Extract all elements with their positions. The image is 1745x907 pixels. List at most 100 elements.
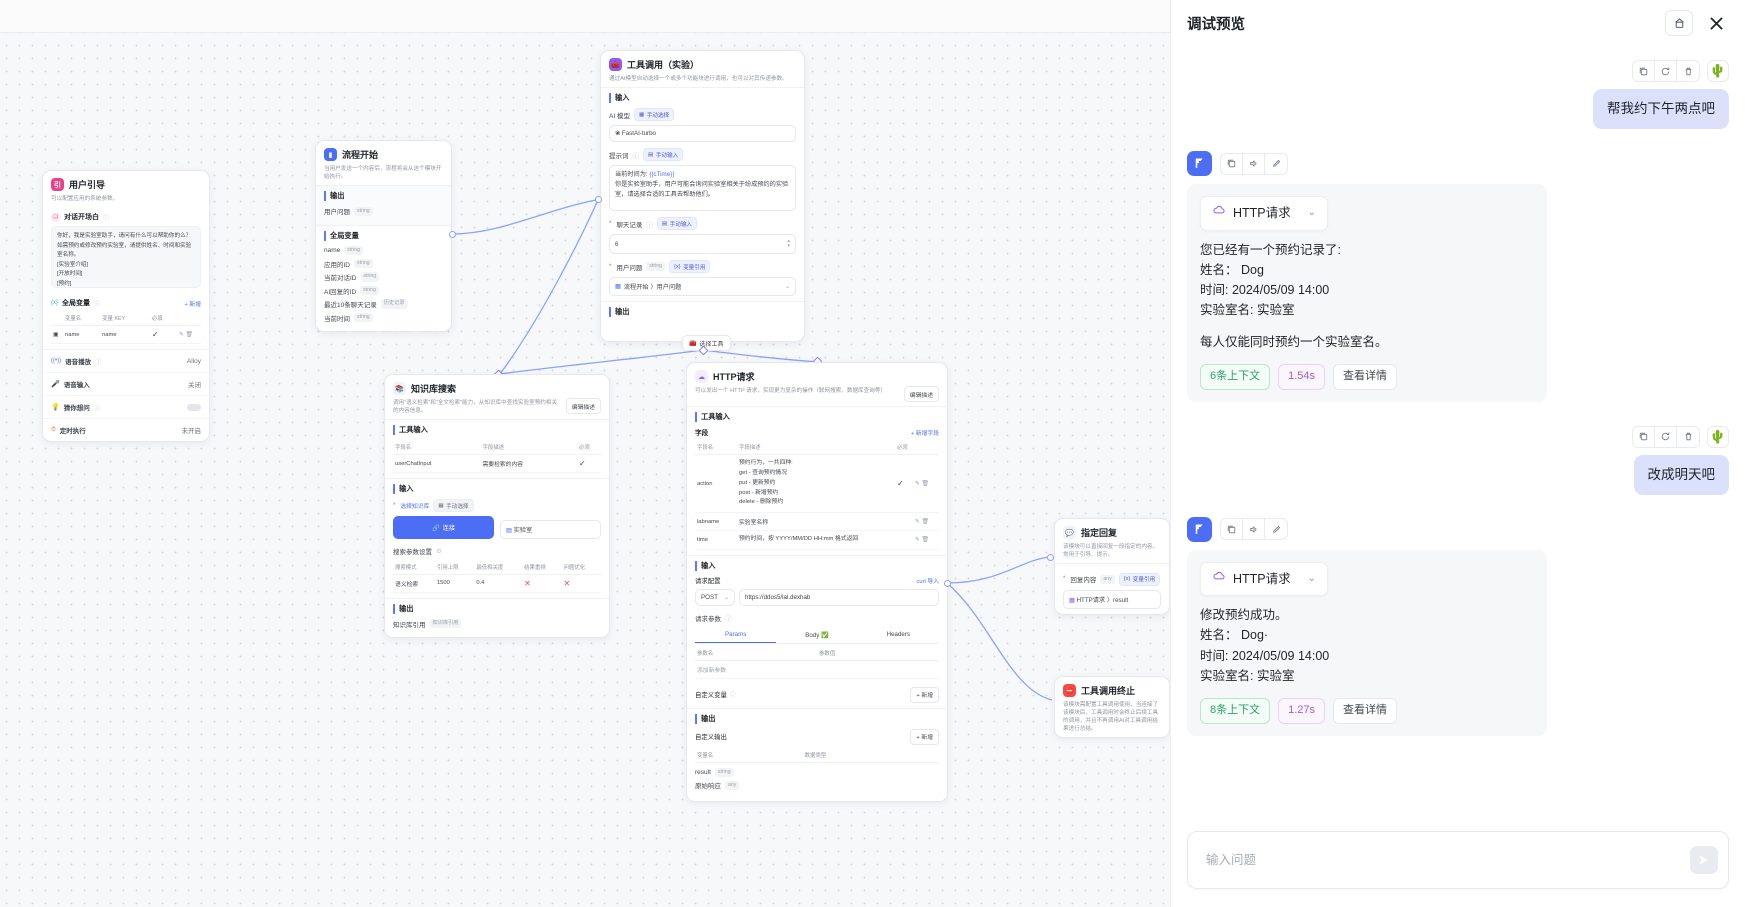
help-icon[interactable]: ⓘ xyxy=(103,215,110,222)
toggle-switch[interactable] xyxy=(187,403,201,411)
view-detail-button[interactable]: 查看详情 xyxy=(1333,363,1398,390)
workflow-canvas[interactable]: 引 用户引导 可以配置应用的系统参数。 ❏ 对话开场白 ⓘ 你好，我是实验室助手… xyxy=(0,0,1170,907)
history-stepper[interactable]: 6 ▴ ▾ xyxy=(609,234,796,255)
question-variable-select[interactable]: ▦ 流程开始 〉用户问题 ⌄ xyxy=(609,277,796,297)
kb-mode-badge[interactable]: ▦ 手动选择 xyxy=(433,499,474,513)
tab-body[interactable]: Body ✅ xyxy=(776,627,857,643)
add-custom-output-button[interactable]: + 新增 xyxy=(910,728,939,745)
table-row[interactable]: 添加新参数 xyxy=(695,660,939,679)
connect-button[interactable]: 🔗 连接 xyxy=(393,516,494,540)
copy-icon[interactable] xyxy=(1633,61,1655,81)
node-tool-abort[interactable]: ⛔ 工具调用终止 该模块需配置工具调用使用，当连接了该模块后，工具调用时会终止后… xyxy=(1054,676,1170,739)
question-mode-badge[interactable]: {x} 变量引用 xyxy=(669,260,711,274)
content-value-field[interactable]: ▦ HTTP请求 〉result xyxy=(1063,589,1161,609)
close-icon[interactable] xyxy=(1703,10,1729,36)
tab-params[interactable]: Params xyxy=(695,627,777,643)
node-flow-start[interactable]: ▮ 流程开始 当用户发送一个内容后，流程将会从这个模块开始执行。 输出 用户问题… xyxy=(315,140,452,332)
table-row[interactable]: ▣ name name ✓ ✎ 🗑 xyxy=(51,325,201,345)
composer-box[interactable] xyxy=(1187,831,1729,889)
node-http-request[interactable]: ☁ HTTP请求 可以发出一个 HTTP 请求，实现更为复杂的操作（联网搜索、数… xyxy=(686,362,948,802)
delete-icon[interactable] xyxy=(1677,61,1699,81)
speaker-icon[interactable] xyxy=(1243,519,1265,540)
opening-label: 对话开场白 xyxy=(64,214,99,222)
curl-import-button[interactable]: curl 导入 xyxy=(916,579,939,586)
edit-description-button[interactable]: 编辑描述 xyxy=(565,398,601,414)
restore-icon[interactable] xyxy=(1665,10,1693,36)
setting-guess-question[interactable]: 💡 猜你想问 ⓘ xyxy=(43,396,209,420)
prompt-mode-badge[interactable]: ▤ 手动输入 xyxy=(643,148,684,162)
refresh-icon[interactable] xyxy=(1655,426,1677,447)
prompt-textarea[interactable]: 当前时间为: {{cTime}} 你是实验室助手，用户可能会询问实验室相关于纷成… xyxy=(609,165,796,212)
copy-icon[interactable] xyxy=(1221,153,1243,174)
tool-chip-http[interactable]: HTTP请求 ⌄ xyxy=(1200,196,1329,231)
node-tool-call[interactable]: 🧰 工具调用（实验） 通过AI模型自动选择一个或多个功能块进行调用，也可以对其传… xyxy=(600,50,805,343)
row-actions[interactable]: ✎ 🗑 xyxy=(913,454,939,514)
params-row[interactable]: 搜索参数设置 ⚙ xyxy=(393,546,601,556)
send-button[interactable] xyxy=(1690,846,1718,874)
history-mode-badge[interactable]: ▤ 手动输入 xyxy=(656,217,698,231)
output-section: 输出 xyxy=(601,301,804,327)
help-icon[interactable]: ⓘ xyxy=(646,221,653,229)
chevron-down-icon[interactable]: ⌄ xyxy=(1307,207,1317,219)
setting-voice-input[interactable]: 🎤 语音输入 关闭 xyxy=(43,373,209,397)
add-custom-var-button[interactable]: + 新增 xyxy=(910,686,939,703)
model-select[interactable]: ❀ FastAI-turbo xyxy=(609,125,796,143)
output-type: 知识库引用 xyxy=(429,619,462,629)
col-rerank: 结果重排 xyxy=(522,559,562,575)
settings-icon[interactable]: ⚙ xyxy=(436,548,442,556)
add-param-row[interactable]: 添加新参数 xyxy=(695,660,939,679)
view-detail-button[interactable]: 查看详情 xyxy=(1333,698,1398,724)
speaker-icon[interactable] xyxy=(1243,153,1265,174)
avatar: 🌵 xyxy=(1707,60,1729,82)
cell-limit: 1500 xyxy=(434,574,475,593)
edit-icon[interactable] xyxy=(1265,154,1287,174)
model-mode-badge[interactable]: ▦ 手动选择 xyxy=(633,108,675,122)
content-mode-badge[interactable]: {x} 变量引用 xyxy=(1118,572,1161,586)
node-kb-search[interactable]: 📚 知识库搜索 调用“语义检索”和“全文检索”能力，从知识库中查找实验室预约相关… xyxy=(384,374,610,639)
tool-chip-http[interactable]: HTTP请求 ⌄ xyxy=(1200,561,1329,597)
delete-icon[interactable] xyxy=(1677,427,1699,447)
url-input[interactable]: https://ddos5/lal.dexhab xyxy=(739,589,939,607)
chevron-down-icon[interactable]: ⌄ xyxy=(784,283,790,291)
edit-icon[interactable] xyxy=(1265,519,1287,539)
add-variable-button[interactable]: + 新增 xyxy=(184,301,201,308)
setting-voice-play[interactable]: ((•)) 语音播放 ⓘ Alloy xyxy=(43,350,209,374)
port-reply-in[interactable] xyxy=(1047,554,1054,561)
row-drag-icon[interactable]: ▣ xyxy=(51,325,63,345)
copy-icon[interactable] xyxy=(1221,519,1243,540)
node-user-guide[interactable]: 引 用户引导 可以配置应用的系统参数。 ❏ 对话开场白 ⓘ 你好，我是实验室助手… xyxy=(42,170,210,443)
stepper-arrows-icon[interactable]: ▴ ▾ xyxy=(787,238,790,250)
method-select[interactable]: POST ⌄ xyxy=(695,589,735,607)
row-actions[interactable]: ✎ 🗑 xyxy=(913,512,939,532)
content-value: HTTP请求 〉result xyxy=(1076,596,1129,604)
copy-icon[interactable] xyxy=(1633,426,1655,447)
context-badge[interactable]: 8条上下文 xyxy=(1200,698,1271,724)
add-field-button[interactable]: + 新增字段 xyxy=(910,430,939,437)
help-icon[interactable]: ⓘ xyxy=(632,152,640,160)
edit-description-button[interactable]: 编辑描述 xyxy=(903,386,939,402)
row-actions[interactable]: ✎ 🗑 xyxy=(913,530,939,551)
node-specified-reply[interactable]: 💬 指定回复 该模块可以直接回复一段指定的内容。常用于引导、提示。 回复内容 a… xyxy=(1054,518,1170,615)
node-title-text: 流程开始 xyxy=(342,150,379,160)
kb-value-field[interactable]: ▤ 实验室 xyxy=(500,520,601,540)
help-icon[interactable]: ⓘ xyxy=(725,616,732,624)
port-tool-call-in[interactable] xyxy=(595,196,602,203)
history-value: 6 xyxy=(615,240,619,248)
setting-scheduled-run[interactable]: ⏱ 定时执行 未开启 xyxy=(43,419,209,441)
opening-text[interactable]: 你好，我是实验室助手，请问有什么可以帮助你的么？如需预约或修改预约实验室，请提供… xyxy=(51,226,201,289)
help-icon[interactable]: ⓘ xyxy=(94,301,101,308)
duration-badge[interactable]: 1.54s xyxy=(1278,363,1326,390)
help-icon[interactable]: ⓘ xyxy=(93,405,101,413)
duration-badge[interactable]: 1.27s xyxy=(1278,698,1326,724)
row-actions[interactable]: ✎ 🗑 xyxy=(177,325,201,345)
chat-input[interactable] xyxy=(1204,852,1676,868)
context-badge[interactable]: 6条上下文 xyxy=(1200,363,1271,390)
port-flow-start-out[interactable] xyxy=(449,231,456,238)
tab-headers[interactable]: Headers xyxy=(886,630,911,638)
help-icon[interactable]: ⓘ xyxy=(95,359,102,367)
help-icon[interactable]: ⓘ xyxy=(729,693,736,700)
chevron-down-icon[interactable]: ⌄ xyxy=(1307,572,1317,584)
chat-scroll-area[interactable]: 🌵 帮我约下午两点吧 xyxy=(1171,46,1745,821)
refresh-icon[interactable] xyxy=(1655,61,1677,81)
port-http-out[interactable] xyxy=(944,580,951,587)
